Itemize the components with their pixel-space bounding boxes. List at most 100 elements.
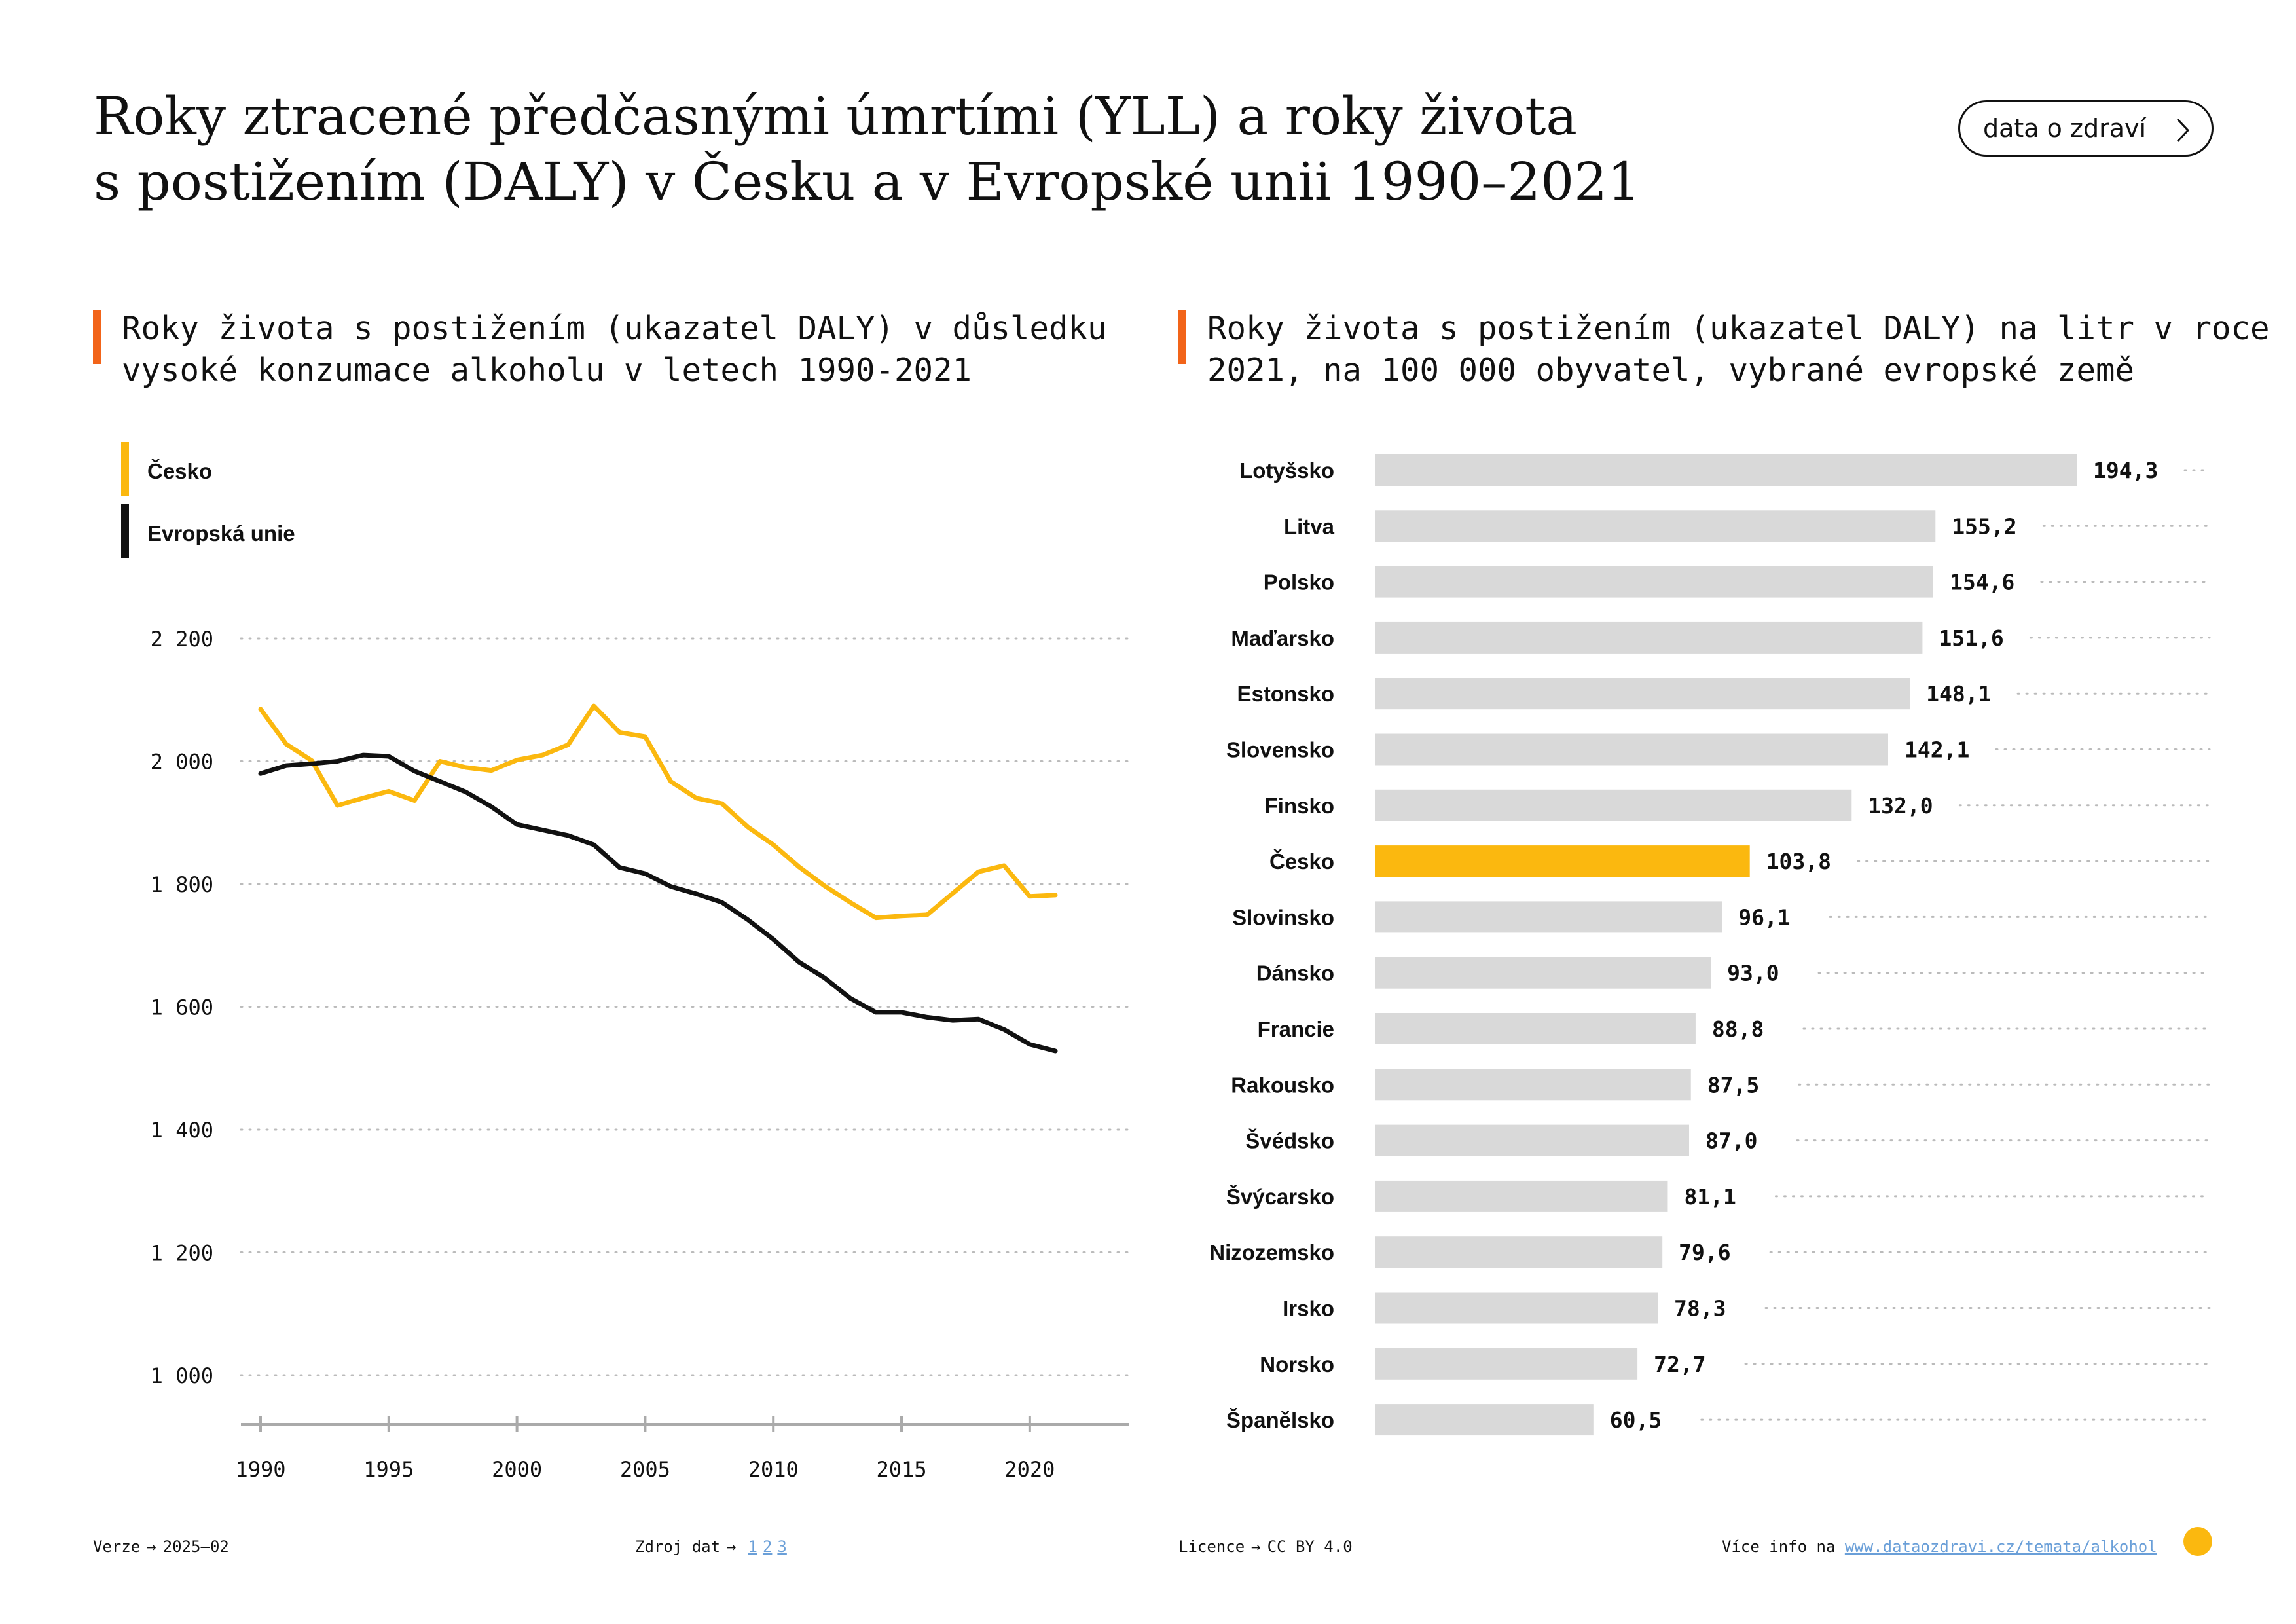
chevron-right-icon xyxy=(2176,118,2190,143)
page-title-line-2: s postižením (DALY) v Česku a v Evropské… xyxy=(94,151,1641,212)
bar-category-label: Česko xyxy=(1269,849,1334,874)
bar-value-label: 103,8 xyxy=(1766,849,1831,874)
x-tick-label: 1995 xyxy=(363,1457,414,1482)
bar-value-label: 87,0 xyxy=(1705,1128,1757,1154)
series-line-eu xyxy=(258,752,1058,1054)
bar-category-label: Nizozemsko xyxy=(1209,1240,1334,1264)
page-title-line-1: Roky ztracené předčasnými úmrtími (YLL) … xyxy=(94,86,1578,147)
bar-category-label: Irsko xyxy=(1283,1297,1334,1321)
bar xyxy=(1375,1348,1638,1380)
bar-value-label: 155,2 xyxy=(1952,513,2016,539)
license-label: Licence xyxy=(1178,1538,1245,1556)
bar xyxy=(1375,1404,1594,1436)
arrow-icon: → xyxy=(1251,1538,1261,1556)
version-label: Verze xyxy=(93,1538,141,1556)
bar-category-label: Lotyšsko xyxy=(1239,458,1334,483)
bar-value-label: 142,1 xyxy=(1904,737,1969,763)
footer-license: Licence → CC BY 4.0 xyxy=(1178,1538,1353,1556)
footer-info: Více info na www.dataozdravi.cz/temata/a… xyxy=(1722,1538,2157,1556)
bar-category-label: Španělsko xyxy=(1226,1407,1334,1432)
bar xyxy=(1375,789,1852,821)
bar-value-label: 88,8 xyxy=(1712,1016,1764,1042)
bar xyxy=(1375,566,1933,598)
y-tick-label: 1 000 xyxy=(151,1363,213,1388)
info-label: Více info na xyxy=(1722,1538,1836,1556)
bar xyxy=(1375,1013,1696,1044)
x-tick-label: 1990 xyxy=(235,1457,285,1482)
arrow-icon: → xyxy=(147,1538,156,1556)
bar-chart-subtitle-line-2: 2021, na 100 000 obyvatel, vybrané evrop… xyxy=(1207,352,2135,389)
y-tick-label: 2 000 xyxy=(151,750,213,775)
line-chart: Česko Evropská unie 1 000 1 200 1 400 1 600 1 … xyxy=(121,442,1131,1482)
source-label: Zdroj dat xyxy=(635,1538,721,1556)
bar-category-label: Maďarsko xyxy=(1231,626,1334,650)
legend-label-1: Evropská unie xyxy=(147,521,295,545)
source-link-3[interactable]: 3 xyxy=(777,1538,787,1556)
bar xyxy=(1375,454,2077,486)
bar xyxy=(1375,1180,1668,1212)
legend-label-0: Česko xyxy=(147,458,212,483)
bar-value-label: 78,3 xyxy=(1674,1296,1726,1321)
logo-icon xyxy=(2183,1527,2212,1556)
bar-chart: Lotyšsko 194,3 Litva 155,2 Polsko 154,6 Maďars… xyxy=(1209,454,2211,1436)
bar-chart-subtitle: Roky života s postižením (ukazatel DALY)… xyxy=(1178,308,2270,392)
bar-value-label: 151,6 xyxy=(1939,625,2003,651)
arrow-icon: → xyxy=(727,1538,737,1556)
legend-swatch-0 xyxy=(121,442,129,496)
source-link-1[interactable]: 1 xyxy=(748,1538,757,1556)
accent-bar xyxy=(93,310,101,364)
bar-category-label: Finsko xyxy=(1265,794,1334,818)
version-value: 2025–02 xyxy=(162,1538,229,1556)
bar-category-label: Norsko xyxy=(1260,1352,1334,1376)
bar-value-label: 60,5 xyxy=(1610,1407,1662,1433)
bar xyxy=(1375,1292,1658,1324)
y-tick-label: 1 600 xyxy=(151,995,213,1020)
info-link[interactable]: www.dataozdravi.cz/temata/alkohol xyxy=(1844,1538,2157,1556)
bar-category-label: Polsko xyxy=(1264,570,1334,595)
x-tick-label: 2020 xyxy=(1004,1457,1055,1482)
line-chart-subtitle-line-2: vysoké konzumace alkoholu v letech 1990-… xyxy=(122,352,972,389)
bar-category-label: Litva xyxy=(1284,514,1335,538)
bar xyxy=(1375,621,1923,654)
bar-category-label: Slovinsko xyxy=(1232,905,1334,929)
bar xyxy=(1375,1069,1691,1101)
bar xyxy=(1375,957,1711,989)
x-tick-label: 2000 xyxy=(492,1457,542,1482)
footer-source: Zdroj dat → 1 2 3 xyxy=(635,1538,787,1556)
footer-version: Verze → 2025–02 xyxy=(93,1538,229,1556)
bar-category-label: Slovensko xyxy=(1226,738,1334,762)
page-title: Roky ztracené předčasnými úmrtími (YLL) … xyxy=(94,84,1730,215)
bar xyxy=(1375,901,1722,933)
bar-highlight xyxy=(1375,845,1750,877)
x-tick-label: 2010 xyxy=(748,1457,799,1482)
y-tick-label: 2 200 xyxy=(151,627,213,652)
bar-value-label: 194,3 xyxy=(2093,458,2158,483)
bar-value-label: 148,1 xyxy=(1926,681,1991,707)
bar xyxy=(1375,510,1936,542)
x-tick-label: 2005 xyxy=(620,1457,670,1482)
bar-category-label: Estonsko xyxy=(1237,682,1334,706)
y-tick-label: 1 200 xyxy=(151,1241,213,1266)
line-chart-subtitle-line-1: Roky života s postižením (ukazatel DALY)… xyxy=(122,310,1107,347)
bar-value-label: 87,5 xyxy=(1707,1072,1759,1098)
bar xyxy=(1375,678,1910,710)
bar xyxy=(1375,733,1888,766)
legend-swatch-1 xyxy=(121,504,129,558)
bar-value-label: 154,6 xyxy=(1950,570,2014,595)
bar-value-label: 72,7 xyxy=(1654,1352,1705,1377)
source-link-2[interactable]: 2 xyxy=(762,1538,773,1556)
line-chart-subtitle: Roky života s postižením (ukazatel DALY)… xyxy=(93,308,1107,392)
data-o-zdravi-button[interactable]: data o zdraví xyxy=(1958,100,2214,157)
bar-value-label: 81,1 xyxy=(1684,1184,1736,1209)
bar-value-label: 79,6 xyxy=(1679,1240,1730,1265)
bar-category-label: Švýcarsko xyxy=(1226,1184,1334,1209)
x-tick-label: 2015 xyxy=(877,1457,927,1482)
license-value: CC BY 4.0 xyxy=(1267,1538,1353,1556)
data-o-zdravi-label: data o zdraví xyxy=(1983,114,2147,143)
bar xyxy=(1375,1124,1689,1156)
bar-category-label: Švédsko xyxy=(1245,1128,1334,1153)
bar-value-label: 132,0 xyxy=(1868,793,1933,819)
accent-bar xyxy=(1178,310,1186,364)
y-tick-label: 1 800 xyxy=(151,872,213,897)
bar-category-label: Francie xyxy=(1258,1017,1334,1041)
